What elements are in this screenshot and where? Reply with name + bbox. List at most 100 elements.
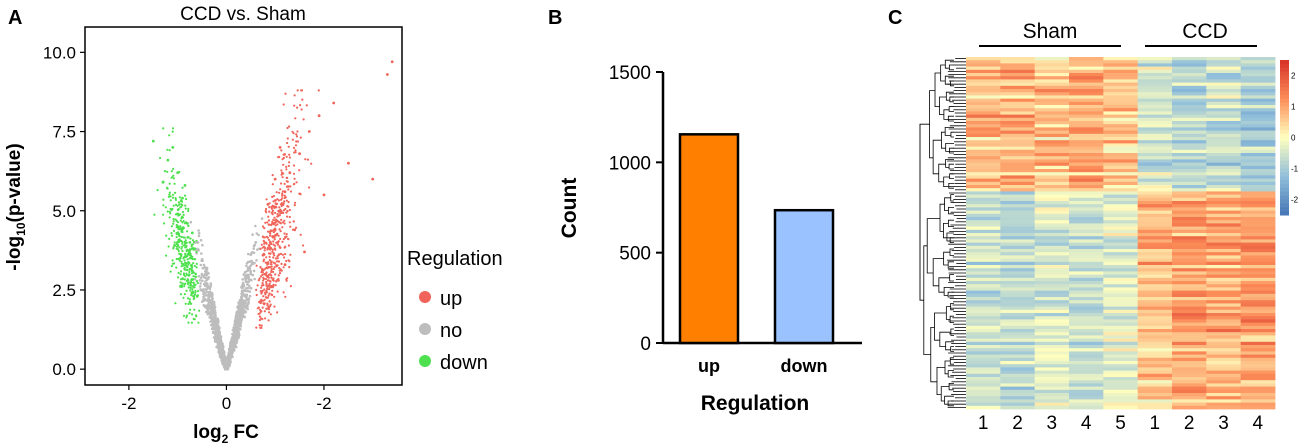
- heatmap-cell: [1206, 316, 1242, 320]
- heatmap-cell: [1137, 386, 1173, 391]
- heatmap-cell: [1000, 172, 1036, 176]
- dendrogram-branch: [949, 315, 954, 323]
- heatmap-cell: [1206, 290, 1242, 295]
- point-down: [179, 281, 182, 284]
- heatmap-cell: [1137, 133, 1173, 138]
- heatmap-cell: [1240, 57, 1276, 61]
- heatmap-cell: [1103, 178, 1139, 183]
- heatmap-cell: [1069, 73, 1104, 77]
- heatmap-cell: [1206, 169, 1242, 173]
- heatmap-cell: [1172, 69, 1207, 74]
- heatmap-cell: [1172, 85, 1207, 90]
- heatmap-cell: [1172, 60, 1207, 64]
- heatmap-cell: [1000, 265, 1036, 269]
- heatmap-cell: [966, 175, 1001, 179]
- heatmap-cell: [1000, 159, 1036, 163]
- point-no: [205, 287, 209, 290]
- dendrogram-branch: [943, 223, 949, 239]
- heatmap-cell: [1137, 143, 1173, 147]
- heatmap-cell: [1240, 293, 1276, 298]
- point-up: [261, 235, 264, 238]
- heatmap-cell: [1034, 335, 1070, 339]
- heatmap-cell: [1240, 297, 1276, 301]
- point-up: [278, 221, 281, 224]
- heatmap-cell: [966, 377, 1001, 381]
- heatmap-cell: [1069, 293, 1104, 298]
- point-no: [207, 276, 211, 279]
- point-no: [240, 293, 244, 296]
- point-up: [257, 306, 260, 309]
- point-down: [183, 293, 186, 296]
- point-down: [190, 269, 194, 273]
- heatmap-cell: [1103, 159, 1139, 163]
- point-no: [210, 320, 214, 323]
- heatmap-cell: [966, 204, 1001, 208]
- heatmap-cell: [966, 169, 1001, 173]
- dendrogram-branch: [934, 312, 947, 341]
- heatmap-cell: [1240, 332, 1276, 336]
- dendrogram-branch: [944, 59, 954, 69]
- heatmap-cell: [1172, 271, 1207, 275]
- point-no: [242, 310, 245, 314]
- heatmap-cell: [1103, 204, 1139, 208]
- point-down: [181, 282, 184, 285]
- point-down: [176, 212, 180, 216]
- point-up: [273, 295, 276, 298]
- heatmap-cell: [1137, 309, 1173, 314]
- heatmap-cell: [1034, 396, 1070, 400]
- point-up: [283, 246, 286, 249]
- heatmap-cell: [1137, 85, 1173, 90]
- point-no: [237, 308, 241, 311]
- point-no: [252, 247, 255, 250]
- heatmap-cell: [1103, 274, 1139, 279]
- heatmap-cell: [1069, 313, 1104, 317]
- point-down: [195, 266, 198, 269]
- point-down: [185, 279, 188, 282]
- heatmap-cell: [1137, 303, 1173, 307]
- heatmap-cell: [1000, 82, 1036, 87]
- heatmap-cell: [1103, 402, 1139, 407]
- heatmap-cell: [966, 300, 1001, 304]
- point-no: [243, 315, 246, 319]
- heatmap-cell: [966, 165, 1001, 170]
- heatmap-cell: [1000, 322, 1036, 327]
- point-no: [199, 282, 202, 285]
- point-no: [245, 296, 248, 299]
- heatmap-cell: [1103, 242, 1139, 247]
- heatmap-cell: [1206, 281, 1242, 285]
- point-no: [215, 335, 218, 339]
- bar-y-tick-label: 0: [640, 334, 651, 355]
- point-down: [176, 276, 180, 279]
- heatmap-cell: [1240, 290, 1276, 295]
- point-down: [193, 257, 196, 261]
- point-down: [180, 260, 183, 263]
- heatmap-cell: [1137, 261, 1173, 266]
- heatmap-cell: [1137, 287, 1173, 291]
- point-up: [288, 215, 291, 219]
- point-up: [261, 253, 265, 257]
- point-up: [299, 136, 302, 139]
- heatmap-cell: [1069, 383, 1104, 387]
- point-up: [289, 185, 292, 188]
- colorbar-tick-label: -1: [1291, 165, 1299, 174]
- point-up: [271, 195, 274, 198]
- point-down: [170, 225, 173, 228]
- heatmap-cell: [1103, 389, 1139, 394]
- heatmap-cell: [1034, 236, 1070, 240]
- point-down: [171, 146, 175, 149]
- heatmap-cell: [966, 63, 1001, 67]
- heatmap-cell: [1034, 322, 1070, 327]
- point-down: [180, 247, 183, 250]
- point-no: [237, 330, 240, 334]
- point-up: [278, 191, 281, 194]
- heatmap-cell: [1103, 354, 1139, 359]
- heatmap-cell: [1172, 124, 1207, 128]
- colorbar-step: [1280, 172, 1289, 177]
- point-down: [170, 264, 173, 268]
- heatmap-cell: [1172, 287, 1207, 291]
- heatmap-cell: [966, 188, 1001, 192]
- heatmap-cell: [1172, 239, 1207, 243]
- heatmap-cell: [1137, 364, 1173, 368]
- column-label: 4: [1253, 413, 1264, 434]
- heatmap-cell: [1240, 402, 1276, 407]
